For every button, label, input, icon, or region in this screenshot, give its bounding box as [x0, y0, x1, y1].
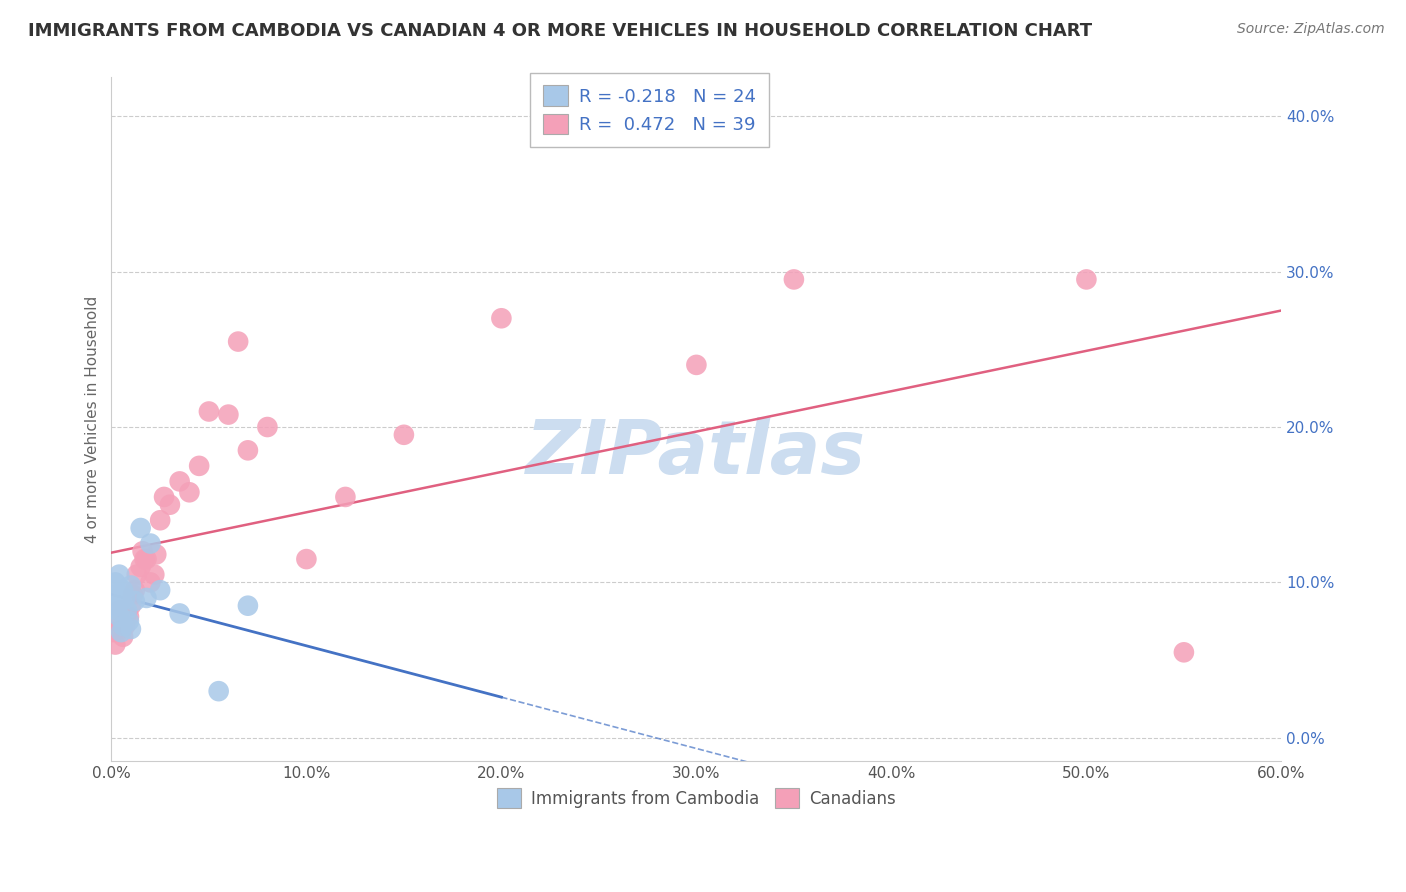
Point	[169, 475, 191, 489]
Point	[208, 684, 231, 698]
Point	[103, 583, 125, 598]
Point	[124, 594, 146, 608]
Point	[226, 334, 249, 349]
Point	[139, 575, 162, 590]
Point	[125, 567, 148, 582]
Y-axis label: 4 or more Vehicles in Household: 4 or more Vehicles in Household	[86, 295, 100, 543]
Point	[188, 458, 211, 473]
Point	[115, 607, 138, 621]
Point	[118, 609, 141, 624]
Point	[120, 578, 142, 592]
Point	[149, 583, 172, 598]
Point	[145, 548, 167, 562]
Point	[112, 583, 135, 598]
Point	[153, 490, 176, 504]
Point	[131, 544, 153, 558]
Point	[236, 599, 259, 613]
Point	[108, 567, 131, 582]
Point	[105, 603, 128, 617]
Point	[685, 358, 707, 372]
Point	[134, 552, 156, 566]
Point	[1076, 272, 1098, 286]
Point	[236, 443, 259, 458]
Point	[114, 619, 136, 633]
Point	[120, 599, 142, 613]
Point	[198, 404, 221, 418]
Text: IMMIGRANTS FROM CAMBODIA VS CANADIAN 4 OR MORE VEHICLES IN HOUSEHOLD CORRELATION: IMMIGRANTS FROM CAMBODIA VS CANADIAN 4 O…	[28, 22, 1092, 40]
Text: Source: ZipAtlas.com: Source: ZipAtlas.com	[1237, 22, 1385, 37]
Point	[129, 521, 152, 535]
Point	[121, 588, 143, 602]
Text: ZIPatlas: ZIPatlas	[526, 417, 866, 490]
Point	[139, 536, 162, 550]
Point	[110, 625, 132, 640]
Point	[129, 559, 152, 574]
Point	[104, 638, 127, 652]
Point	[135, 591, 157, 605]
Point	[105, 588, 128, 602]
Point	[169, 607, 191, 621]
Point	[335, 490, 357, 504]
Point	[135, 552, 157, 566]
Point	[112, 630, 135, 644]
Point	[114, 591, 136, 605]
Point	[108, 603, 131, 617]
Point	[179, 485, 201, 500]
Point	[104, 575, 127, 590]
Point	[108, 609, 131, 624]
Point	[104, 599, 127, 613]
Point	[149, 513, 172, 527]
Point	[118, 614, 141, 628]
Point	[295, 552, 318, 566]
Point	[491, 311, 513, 326]
Point	[112, 619, 135, 633]
Point	[159, 498, 181, 512]
Point	[124, 583, 146, 598]
Point	[110, 594, 132, 608]
Point	[217, 408, 239, 422]
Point	[392, 427, 415, 442]
Point	[783, 272, 806, 286]
Point	[103, 625, 125, 640]
Point	[110, 622, 132, 636]
Legend: Immigrants from Cambodia, Canadians: Immigrants from Cambodia, Canadians	[491, 781, 903, 814]
Point	[115, 603, 138, 617]
Point	[120, 622, 142, 636]
Point	[256, 420, 278, 434]
Point	[105, 614, 128, 628]
Point	[1173, 645, 1195, 659]
Point	[143, 567, 166, 582]
